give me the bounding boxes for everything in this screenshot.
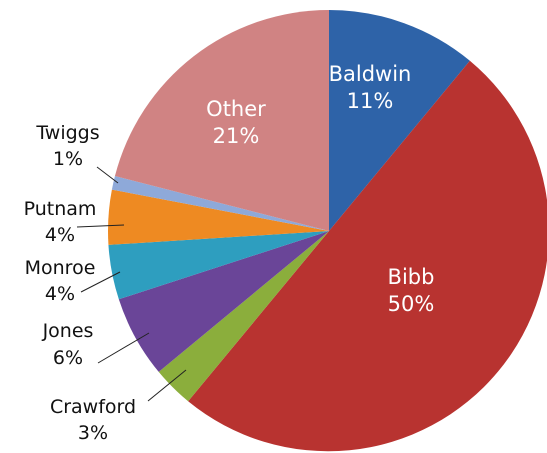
slice-value-label-baldwin: 11% [347,89,394,113]
leader-line-monroe [80,271,121,293]
slice-labels: Baldwin 11% Bibb 50% Crawford 3% Jones 6% Monroe… [24,62,435,444]
slice-value-label-bibb: 50% [388,292,435,316]
slice-value-label-putnam: 4% [45,224,75,246]
slice-other [114,10,329,231]
slice-putnam [108,189,329,245]
slice-value-label-other: 21% [213,124,260,148]
slice-label-monroe: Monroe [25,257,96,279]
leader-line-putnam [76,224,125,228]
slice-monroe [108,231,329,300]
slice-label-crawford: Crawford [50,396,136,418]
slice-crawford [158,231,329,402]
slice-value-label-twiggs: 1% [53,148,83,170]
slice-label-twiggs: Twiggs [35,122,99,144]
slice-value-label-monroe: 4% [45,283,75,305]
slice-jones [118,231,329,372]
slice-label-other: Other [206,97,266,121]
slice-bibb [188,60,547,452]
leader-lines [76,166,187,402]
slice-label-putnam: Putnam [24,198,97,220]
slice-label-jones: Jones [42,320,94,342]
slice-label-bibb: Bibb [388,265,435,289]
leader-line-jones [97,332,150,364]
pie-slices [108,10,547,452]
slice-value-label-jones: 6% [53,347,83,369]
slice-baldwin [329,10,470,231]
slice-label-baldwin: Baldwin [329,62,412,86]
leader-line-twiggs [96,166,119,184]
slice-value-label-crawford: 3% [78,422,108,444]
leader-line-crawford [147,369,187,402]
slice-twiggs [111,176,329,231]
